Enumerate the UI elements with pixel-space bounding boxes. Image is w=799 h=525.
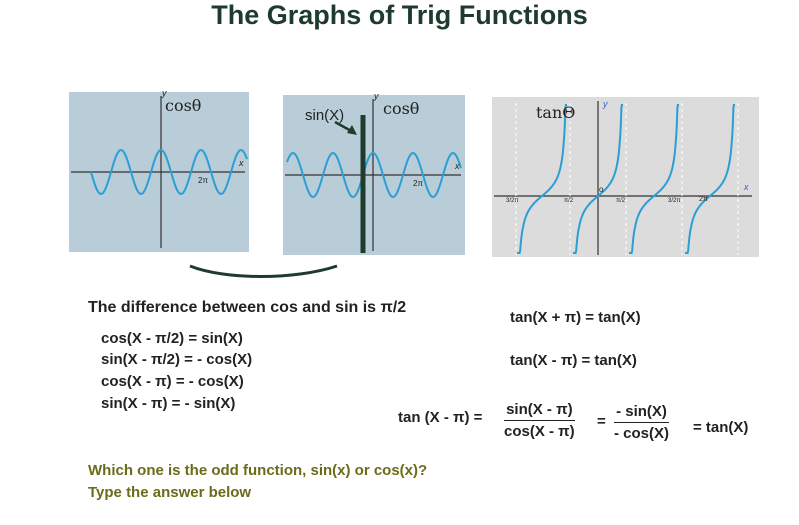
- cos-label: cosθ: [165, 96, 202, 115]
- tan-derivation-lhs: tan (X - π) =: [398, 409, 483, 426]
- asymptote-lines: [515, 103, 739, 255]
- identity-line: cos(X - π) = - cos(X): [101, 373, 244, 390]
- difference-statement: The difference between cos and sin is π/…: [88, 299, 407, 316]
- tan-label: tanΘ: [536, 103, 576, 122]
- fraction-negated: - sin(X) - cos(X): [614, 403, 670, 442]
- fraction-sin-over-cos: sin(X - π) cos(X - π): [504, 401, 575, 440]
- fraction-denominator: cos(X - π): [504, 423, 575, 440]
- tan-graph: tanΘ y x o 3/2π π/2 π/2 3/2π 2π: [492, 97, 759, 257]
- tick-label: 3/2π: [668, 198, 681, 204]
- cos-graph: cosθ y x 2π: [69, 88, 249, 252]
- tick-label: π/2: [564, 198, 574, 204]
- sin-cos-graph: sin(X) cosθ y x 2π: [283, 91, 465, 255]
- shift-curve-path: [189, 264, 338, 278]
- x-axis-label: x: [239, 158, 244, 168]
- sin-cos-graph-svg: [285, 99, 462, 253]
- cos-wave: [286, 151, 462, 199]
- page-title: The Graphs of Trig Functions: [211, 0, 588, 30]
- arrow-head: [347, 125, 357, 135]
- identity-line: cos(X - π/2) = sin(X): [101, 330, 243, 347]
- tan-derivation-rhs: = tan(X): [693, 419, 749, 436]
- fraction-denominator: - cos(X): [614, 425, 670, 442]
- x-axis-label: x: [455, 161, 460, 171]
- tan-identity: tan(X + π) = tan(X): [510, 309, 641, 326]
- tick-label: 2π: [699, 196, 708, 203]
- y-axis-label: y: [603, 99, 608, 109]
- tan-branches: [517, 104, 735, 254]
- tan-branch: [517, 104, 567, 254]
- fraction-numerator: sin(X - π): [504, 401, 575, 421]
- tick-label: π/2: [616, 198, 626, 204]
- tan-branch: [629, 104, 679, 254]
- question-instruction: Type the answer below: [88, 484, 252, 501]
- y-axis-label: y: [162, 88, 167, 98]
- fraction-numerator: - sin(X): [614, 403, 670, 423]
- tan-branch: [573, 104, 623, 254]
- tan-graph-svg: [494, 101, 752, 255]
- shift-curve: [189, 264, 338, 278]
- identity-line: sin(X - π) = - sin(X): [101, 395, 236, 412]
- tan-branch: [685, 104, 735, 254]
- identity-line: sin(X - π/2) = - cos(X): [101, 351, 253, 368]
- tick-label: 2π: [413, 179, 423, 188]
- equals-sign: =: [597, 413, 606, 430]
- sin-label: sin(X): [305, 107, 345, 124]
- cos-wave: [90, 148, 248, 196]
- origin-label: o: [599, 185, 604, 194]
- question-text: Which one is the odd function, sin(x) or…: [88, 462, 428, 479]
- y-axis-label: y: [374, 91, 379, 101]
- x-axis-label: x: [744, 182, 749, 192]
- cos-label: cosθ: [383, 99, 420, 118]
- tan-identity: tan(X - π) = tan(X): [510, 352, 637, 369]
- cos-graph-svg: [71, 96, 248, 248]
- tick-label: 2π: [198, 176, 208, 185]
- tick-label: 3/2π: [506, 198, 519, 204]
